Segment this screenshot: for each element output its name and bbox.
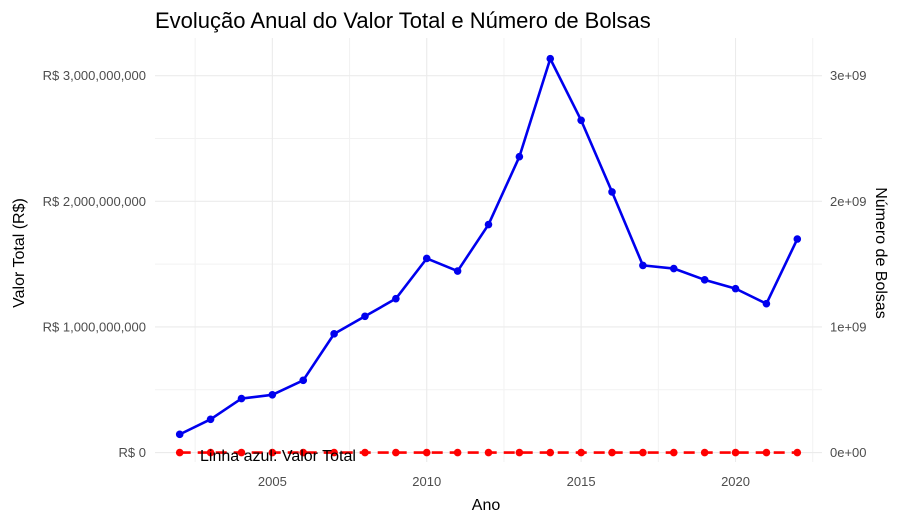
data-point-solid [639,261,647,270]
data-point-solid [330,330,338,338]
data-point-solid [268,390,277,399]
data-point-solid [793,235,802,243]
data-point-solid [669,264,678,273]
data-point-dashed [731,448,740,457]
data-point-solid [515,152,524,161]
data-point-solid [299,376,308,385]
data-point-dashed [700,448,709,457]
data-point-dashed [330,448,338,457]
y-tick-label-right: 0e+00 [830,445,867,460]
data-point-solid [237,394,246,403]
data-point-dashed [237,448,246,457]
data-point-solid [577,116,585,125]
x-axis-title: Ano [472,497,501,514]
x-tick-label: 2005 [258,474,287,489]
data-point-solid [361,312,369,321]
data-point-solid [608,188,616,196]
chart-annotation: Linha azul: Valor Total [200,448,356,465]
y-tick-label-right: 3e+09 [830,68,867,83]
data-point-solid [453,267,462,275]
data-point-dashed [515,448,524,457]
data-point-solid [206,415,215,424]
data-point-dashed [639,448,647,457]
data-point-dashed [546,448,555,457]
y-tick-label-left: R$ 3,000,000,000 [43,68,146,83]
data-point-dashed [206,448,215,457]
x-tick-label: 2010 [412,474,441,489]
data-point-solid [484,220,493,229]
y-tick-label-right: 2e+09 [830,194,867,209]
data-point-solid [762,299,771,308]
data-point-dashed [299,448,308,457]
y-axis-title-left: Valor Total (R$) [11,198,28,308]
data-point-dashed [453,448,462,457]
x-tick-label: 2020 [721,474,750,489]
data-point-solid [731,284,740,293]
data-point-solid [546,54,555,63]
grid-layer [155,38,822,462]
x-tick-label: 2015 [567,474,596,489]
y-axis-title-right: Número de Bolsas [872,187,889,319]
data-point-dashed [762,448,771,457]
data-point-solid [422,254,431,263]
data-point-dashed [793,448,802,457]
data-point-dashed [175,448,184,457]
data-point-dashed [361,448,369,457]
data-point-dashed [268,448,277,457]
tick-layer: 2005 2010 2015 2020 R$ 0 R$ 1,000,000,000 R$ 2… [43,68,867,489]
data-point-dashed [608,448,616,457]
data-point-dashed [669,448,678,457]
y-tick-label-left: R$ 1,000,000,000 [43,319,146,334]
data-point-solid [175,430,184,439]
data-point-dashed [577,448,585,457]
data-point-dashed [422,448,431,457]
data-point-dashed [392,448,400,457]
y-tick-label-left: R$ 2,000,000,000 [43,194,146,209]
y-tick-label-left: R$ 0 [119,445,146,460]
y-tick-label-right: 1e+09 [830,319,867,334]
data-point-solid [700,276,709,284]
data-point-dashed [484,448,493,457]
chart-title: Evolução Anual do Valor Total e Número d… [155,8,651,33]
data-point-solid [392,294,400,303]
series-layer [175,54,802,457]
